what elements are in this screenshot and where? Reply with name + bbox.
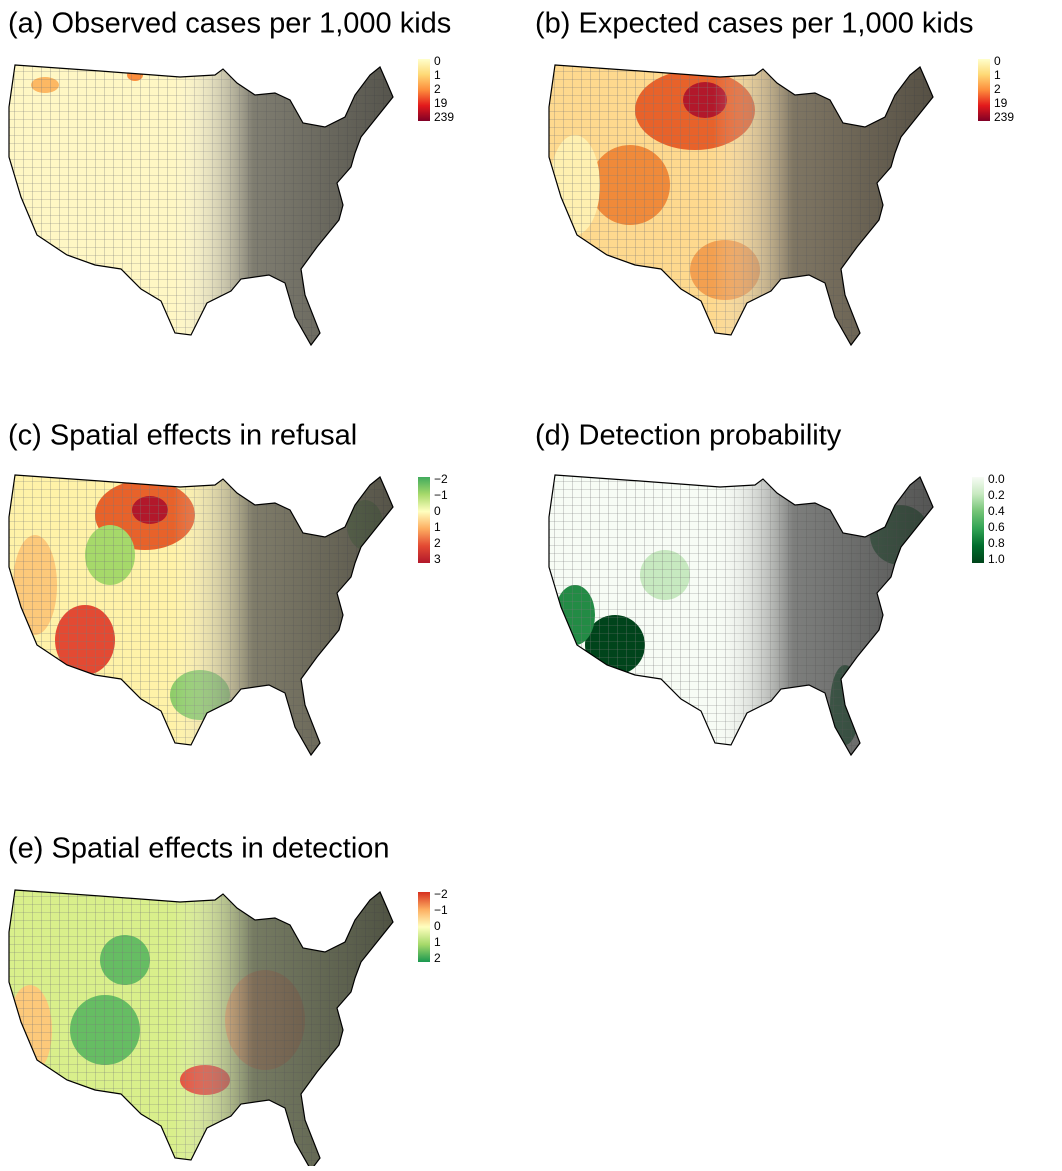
legend-colorbar [978,59,990,121]
legend-label: 1 [434,520,441,534]
legend-label: 2 [434,82,441,96]
legend-label: 19 [434,96,448,110]
map-b [545,55,945,355]
legend-label: 239 [434,110,454,124]
legend-label: −1 [434,903,448,917]
legend-label: 1 [434,935,441,949]
legend-label: 0.2 [988,488,1005,502]
legend-colorbar [418,892,430,962]
legend-label: 0 [434,919,441,933]
map-d [545,465,945,765]
legend-label: 0.8 [988,536,1005,550]
legend-label: −2 [434,472,448,486]
legend-label: 0.6 [988,520,1005,534]
legend-label: 2 [434,536,441,550]
panel-title: (a) Observed cases per 1,000 kids [8,8,451,40]
legend-label: 2 [994,82,1001,96]
legend-label: 2 [434,951,441,965]
legend-colorbar [972,477,984,563]
legend-colorbar [418,59,430,121]
legend-label: 3 [434,552,441,566]
legend-label: 239 [994,110,1014,124]
legend-label: 0.0 [988,472,1005,486]
legend-label: 19 [994,96,1008,110]
panel-title: (e) Spatial effects in detection [8,833,390,865]
map-c [5,465,405,765]
legend-label: 1 [994,68,1001,82]
panel-title: (c) Spatial effects in refusal [8,420,357,452]
map-a [5,55,405,355]
legend-label: 1.0 [988,552,1005,566]
panel-title: (d) Detection probability [535,420,842,452]
legend-label: −1 [434,488,448,502]
legend-colorbar [418,477,430,563]
figure: (a) Observed cases per 1,000 kids0121923… [0,0,1062,1166]
legend-label: −2 [434,887,448,901]
panel-title: (b) Expected cases per 1,000 kids [535,8,973,40]
legend-label: 0.4 [988,504,1005,518]
legend-label: 0 [994,54,1001,68]
map-e [5,880,405,1166]
legend-label: 0 [434,54,441,68]
legend-label: 1 [434,68,441,82]
legend-label: 0 [434,504,441,518]
